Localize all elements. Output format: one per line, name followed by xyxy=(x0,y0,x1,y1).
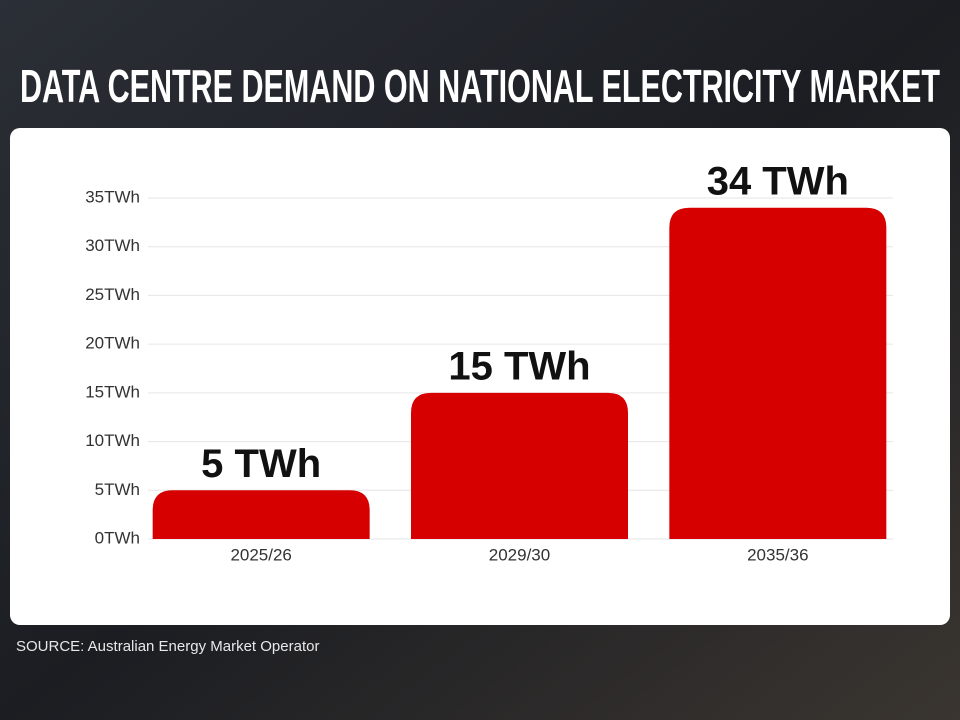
bar xyxy=(411,392,628,539)
x-tick-label: 2029/30 xyxy=(489,545,550,564)
chart-title: DATA CENTRE DEMAND ON NATIONAL ELECTRICI… xyxy=(20,60,940,112)
y-tick-label: 15TWh xyxy=(85,382,140,401)
y-tick-label: 30TWh xyxy=(85,236,140,255)
x-tick-label: 2035/36 xyxy=(747,545,808,564)
y-tick-label: 25TWh xyxy=(85,285,140,304)
source-note: SOURCE: Australian Energy Market Operato… xyxy=(16,638,319,655)
value-label: 5 TWh xyxy=(201,442,321,486)
y-tick-label: 5TWh xyxy=(95,480,140,499)
value-label: 34 TWh xyxy=(707,159,849,203)
y-tick-label: 0TWh xyxy=(95,528,140,547)
y-tick-label: 10TWh xyxy=(85,431,140,450)
x-tick-label: 2025/26 xyxy=(230,545,291,564)
bar xyxy=(152,490,370,539)
y-tick-label: 20TWh xyxy=(85,334,140,353)
y-tick-label: 35TWh xyxy=(85,187,140,206)
bar xyxy=(669,207,887,539)
value-label: 15 TWh xyxy=(448,344,590,388)
